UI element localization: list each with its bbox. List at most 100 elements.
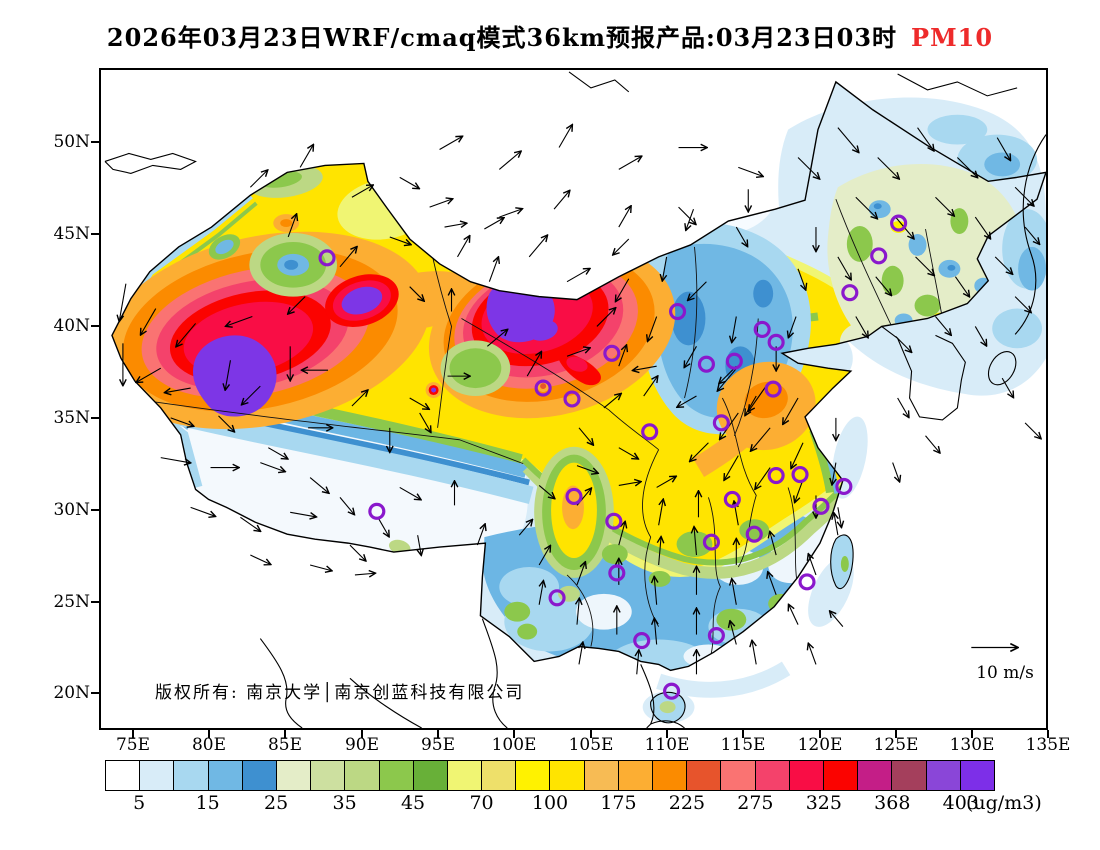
lon-tick-label: 90E: [344, 735, 380, 755]
station-marker: [603, 344, 621, 362]
lat-tick-label: 25N: [53, 592, 90, 612]
station-marker: [753, 320, 771, 338]
wind-arrow: [603, 394, 621, 409]
wind-arrow: [419, 412, 431, 432]
wind-arrow: [613, 238, 630, 255]
lon-tick-mark: [1047, 730, 1049, 738]
lon-tick-label: 120E: [797, 735, 843, 755]
lat-tick-label: 20N: [53, 683, 90, 703]
lat-tick-mark: [91, 325, 99, 327]
wind-arrow: [797, 268, 805, 290]
wind-arrow: [290, 511, 315, 516]
wind-arrow: [637, 651, 639, 675]
lon-tick-label: 95E: [420, 735, 456, 755]
lon-tick-label: 80E: [191, 735, 227, 755]
wind-arrow: [309, 477, 328, 493]
station-marker: [318, 249, 336, 267]
wind-arrow: [897, 397, 909, 417]
wind-arrow: [618, 346, 626, 367]
wind-arrow: [287, 215, 296, 238]
wind-arrow: [838, 507, 841, 527]
wind-arrow: [444, 223, 467, 227]
wind-arrow: [633, 366, 657, 370]
station-marker: [723, 490, 741, 508]
title-text: 2026年03月23日WRF/cmaq模式36km预报产品:03月23日03时: [106, 23, 898, 52]
station-marker: [745, 525, 763, 543]
wind-arrow: [137, 367, 162, 382]
wind-arrow: [190, 506, 215, 516]
wind-arrow: [677, 395, 697, 407]
colorbar-cell: [823, 761, 859, 790]
wind-arrow: [250, 554, 270, 564]
colorbar-cell: [276, 761, 312, 790]
wind-arrow: [935, 316, 950, 335]
wind-arrow: [685, 346, 697, 367]
wind-arrow: [618, 482, 641, 486]
colorbar-cell: [174, 761, 209, 790]
wind-arrow: [119, 283, 127, 321]
colorbar-cell: [106, 761, 141, 790]
colorbar-cell: [482, 761, 517, 790]
wind-arrow: [339, 497, 354, 514]
wind-arrow: [409, 286, 424, 301]
lon-tick-mark: [971, 730, 973, 738]
wind-arrow: [688, 281, 707, 300]
colorbar-tick-label: 5: [133, 792, 146, 814]
lon-tick-label: 125E: [873, 735, 919, 755]
wind-arrow: [659, 537, 661, 566]
lon-tick-mark: [437, 730, 439, 738]
lon-tick-mark: [513, 730, 515, 738]
station-marker: [565, 487, 583, 505]
pollutant-label: PM10: [911, 23, 994, 52]
wind-arrow: [498, 152, 520, 170]
station-marker: [633, 631, 651, 650]
wind-arrow: [656, 477, 676, 488]
wind-arrow: [476, 525, 484, 546]
wind-arrow: [738, 166, 762, 176]
wind-arrow: [795, 479, 804, 502]
wind-arrow: [690, 442, 709, 461]
wind-arrow: [165, 387, 191, 392]
wind-arrow: [399, 486, 421, 499]
colorbar-cell: [653, 761, 688, 790]
lon-tick-label: 75E: [115, 735, 151, 755]
wind-arrow: [429, 199, 453, 208]
lon-tick-label: 115E: [720, 735, 766, 755]
wind-arrow: [618, 206, 631, 228]
wind-arrow: [170, 417, 194, 426]
wind-arrow: [877, 157, 899, 178]
station-marker: [608, 564, 626, 582]
wind-arrow: [755, 467, 771, 489]
station-marker: [764, 380, 782, 398]
lat-tick-mark: [91, 692, 99, 694]
wind-arrow: [832, 462, 836, 485]
wind-arrow: [487, 330, 507, 347]
wind-arrow: [539, 581, 543, 605]
wind-arrow: [1014, 296, 1031, 313]
wind-arrow: [730, 621, 737, 645]
wind-arrow: [834, 514, 838, 536]
station-marker: [702, 533, 720, 551]
colorbar-cell: [926, 761, 961, 790]
wind-arrow: [875, 276, 891, 295]
wind-arrow: [389, 236, 411, 244]
station-marker: [563, 390, 581, 408]
lat-tick-mark: [91, 601, 99, 603]
wind-arrow: [915, 256, 934, 275]
wind-arrow: [579, 643, 583, 665]
wind-arrow: [349, 544, 366, 561]
wind-arrow: [576, 562, 585, 586]
wind-arrow: [1014, 186, 1033, 205]
wind-arrow: [732, 316, 737, 342]
station-marker: [767, 333, 785, 351]
station-marker: [368, 502, 386, 520]
colorbar-cell: [755, 761, 790, 790]
islands: [650, 534, 854, 724]
wind-arrow: [654, 619, 656, 645]
wind-arrow: [618, 522, 625, 546]
wind-arrow: [528, 236, 547, 258]
lon-tick-mark: [361, 730, 363, 738]
station-marker: [707, 627, 725, 645]
colorbar-cell: [687, 761, 722, 790]
wind-arrow: [538, 485, 554, 498]
